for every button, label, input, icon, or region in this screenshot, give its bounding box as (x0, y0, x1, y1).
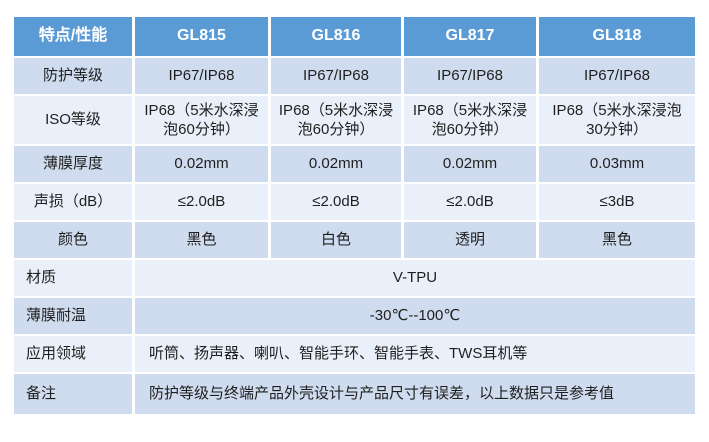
row-label-color: 颜色 (14, 222, 132, 258)
cell-protection-gl815: IP67/IP68 (135, 58, 268, 94)
cell-color-gl815: 黑色 (135, 222, 268, 258)
cell-thickness-gl815: 0.02mm (135, 146, 268, 182)
row-remarks: 备注 防护等级与终端产品外壳设计与产品尺寸有误差，以上数据只是参考值 (14, 374, 695, 414)
cell-iso-gl816: IP68（5米水深浸泡60分钟） (271, 96, 401, 144)
header-cell-gl817: GL817 (404, 17, 536, 56)
cell-remarks-value: 防护等级与终端产品外壳设计与产品尺寸有误差，以上数据只是参考值 (135, 374, 695, 414)
cell-protection-gl816: IP67/IP68 (271, 58, 401, 94)
cell-iso-gl815: IP68（5米水深浸泡60分钟） (135, 96, 268, 144)
row-label-protection-rating: 防护等级 (14, 58, 132, 94)
cell-color-gl817: 透明 (404, 222, 536, 258)
cell-temp-resistance-value: -30℃--100℃ (135, 298, 695, 334)
cell-color-gl818: 黑色 (539, 222, 695, 258)
row-applications: 应用领域 听筒、扬声器、喇叭、智能手环、智能手表、TWS耳机等 (14, 336, 695, 372)
row-temp-resistance: 薄膜耐温 -30℃--100℃ (14, 298, 695, 334)
spec-table: 特点/性能 GL815 GL816 GL817 GL818 防护等级 IP67/… (11, 15, 698, 416)
row-label-sound-loss: 声损（dB） (14, 184, 132, 220)
row-protection-rating: 防护等级 IP67/IP68 IP67/IP68 IP67/IP68 IP67/… (14, 58, 695, 94)
row-label-remarks: 备注 (14, 374, 132, 414)
header-cell-gl818: GL818 (539, 17, 695, 56)
header-cell-gl815: GL815 (135, 17, 268, 56)
header-cell-feature: 特点/性能 (14, 17, 132, 56)
row-label-applications: 应用领域 (14, 336, 132, 372)
row-label-film-thickness: 薄膜厚度 (14, 146, 132, 182)
row-film-thickness: 薄膜厚度 0.02mm 0.02mm 0.02mm 0.03mm (14, 146, 695, 182)
cell-thickness-gl818: 0.03mm (539, 146, 695, 182)
header-row: 特点/性能 GL815 GL816 GL817 GL818 (14, 17, 695, 56)
cell-soundloss-gl816: ≤2.0dB (271, 184, 401, 220)
cell-soundloss-gl815: ≤2.0dB (135, 184, 268, 220)
cell-thickness-gl816: 0.02mm (271, 146, 401, 182)
cell-protection-gl818: IP67/IP68 (539, 58, 695, 94)
cell-soundloss-gl817: ≤2.0dB (404, 184, 536, 220)
cell-iso-gl817: IP68（5米水深浸泡60分钟） (404, 96, 536, 144)
cell-material-value: V-TPU (135, 260, 695, 296)
row-sound-loss: 声损（dB） ≤2.0dB ≤2.0dB ≤2.0dB ≤3dB (14, 184, 695, 220)
header-cell-gl816: GL816 (271, 17, 401, 56)
cell-protection-gl817: IP67/IP68 (404, 58, 536, 94)
cell-iso-gl818: IP68（5米水深浸泡30分钟） (539, 96, 695, 144)
cell-soundloss-gl818: ≤3dB (539, 184, 695, 220)
row-label-material: 材质 (14, 260, 132, 296)
row-label-temp-resistance: 薄膜耐温 (14, 298, 132, 334)
row-material: 材质 V-TPU (14, 260, 695, 296)
cell-applications-value: 听筒、扬声器、喇叭、智能手环、智能手表、TWS耳机等 (135, 336, 695, 372)
cell-thickness-gl817: 0.02mm (404, 146, 536, 182)
row-color: 颜色 黑色 白色 透明 黑色 (14, 222, 695, 258)
cell-color-gl816: 白色 (271, 222, 401, 258)
row-label-iso-rating: ISO等级 (14, 96, 132, 144)
row-iso-rating: ISO等级 IP68（5米水深浸泡60分钟） IP68（5米水深浸泡60分钟） … (14, 96, 695, 144)
